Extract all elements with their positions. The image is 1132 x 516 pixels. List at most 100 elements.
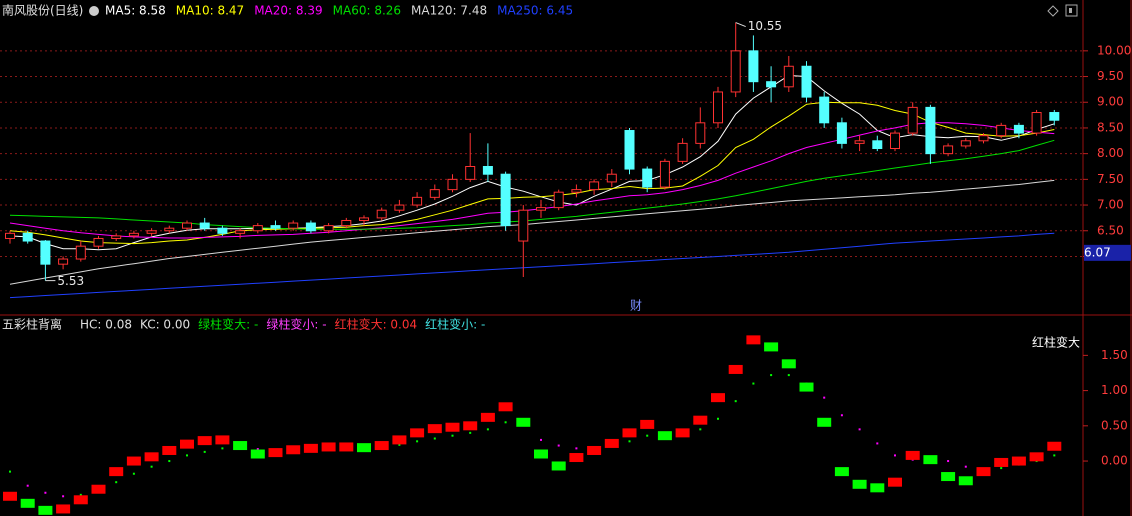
color-bar xyxy=(958,476,973,486)
candle-body xyxy=(40,240,51,265)
color-bar xyxy=(73,495,88,505)
candle-body xyxy=(783,65,794,88)
candle-body xyxy=(907,106,918,134)
candle-body xyxy=(376,209,387,219)
legend-entry: MA10: 8.47 xyxy=(176,4,244,18)
color-bar xyxy=(215,435,230,445)
candle-body xyxy=(75,245,86,260)
color-bar xyxy=(268,448,283,458)
candle-body xyxy=(836,122,847,144)
candle-body xyxy=(235,230,246,234)
candle-body xyxy=(730,50,741,93)
color-bar xyxy=(604,438,619,448)
candle-body xyxy=(447,178,458,191)
color-bar xyxy=(357,443,371,453)
signal-dot xyxy=(486,428,489,431)
signal-dot xyxy=(628,440,631,443)
y-tick-label: 9.50 xyxy=(1097,69,1124,83)
color-bar xyxy=(870,483,885,493)
signal-dot xyxy=(26,484,29,487)
color-bar xyxy=(534,449,548,459)
y-tick-label: 0.00 xyxy=(1101,454,1128,468)
signal-dot xyxy=(1053,454,1056,457)
candle-body xyxy=(22,232,33,242)
candle-body xyxy=(1013,124,1024,134)
signal-dot xyxy=(79,493,82,496)
signal-dot xyxy=(540,438,542,441)
signal-dot xyxy=(699,428,702,431)
signal-dot xyxy=(132,472,135,475)
color-bar xyxy=(339,442,354,452)
signal-dot xyxy=(752,382,755,385)
candle-body xyxy=(164,227,175,232)
window-button[interactable] xyxy=(1065,4,1078,17)
candle-body xyxy=(93,237,104,247)
signal-dot xyxy=(256,448,259,451)
signal-dot xyxy=(876,442,879,445)
diamond-icon[interactable] xyxy=(1047,5,1059,17)
candle-body xyxy=(695,122,706,144)
candle-body xyxy=(182,222,192,229)
ma-line xyxy=(9,101,1055,245)
high-label: 10.55 xyxy=(748,19,782,33)
candle-body xyxy=(518,209,529,242)
legend-entry: 红柱变大: 0.04 xyxy=(335,317,418,332)
candle-body xyxy=(553,191,564,209)
signal-dot xyxy=(221,447,224,450)
candle-body xyxy=(465,166,476,180)
signal-dot xyxy=(398,443,401,446)
ma-line xyxy=(9,179,1055,285)
color-bar xyxy=(303,443,318,453)
event-marker: 财 xyxy=(630,299,642,313)
signal-dot xyxy=(469,431,472,434)
candle-body xyxy=(323,225,334,232)
dropdown-icon xyxy=(89,6,99,16)
color-bar xyxy=(711,393,725,403)
candle-body xyxy=(960,140,971,147)
signal-dot xyxy=(787,374,790,377)
candle-body xyxy=(642,168,653,188)
signal-dot xyxy=(504,421,507,424)
color-bar xyxy=(976,467,991,477)
ma-line xyxy=(9,74,1055,251)
signal-dot xyxy=(840,414,843,417)
candle-body xyxy=(589,181,600,191)
color-bar xyxy=(905,450,920,460)
color-bar xyxy=(923,455,938,465)
color-bar xyxy=(764,342,779,352)
y-tick-label: 7.50 xyxy=(1097,172,1124,186)
color-bar xyxy=(180,439,194,449)
color-bar xyxy=(622,428,637,438)
candle-body xyxy=(482,166,493,175)
y-tick-label: 9.00 xyxy=(1097,95,1124,109)
legend-entry: MA60: 8.26 xyxy=(333,4,401,18)
legend-entry: 绿柱变大: - xyxy=(198,317,258,332)
color-bar xyxy=(233,441,248,451)
color-bar xyxy=(109,467,124,477)
signal-dot xyxy=(734,400,737,403)
candle-body xyxy=(659,160,670,188)
signal-dot xyxy=(557,444,560,447)
color-bar xyxy=(480,412,495,422)
color-bar xyxy=(675,428,690,438)
signal-dot xyxy=(646,434,649,437)
color-bar xyxy=(250,449,265,459)
candle-body xyxy=(606,173,617,183)
color-bar xyxy=(817,417,832,427)
color-bar xyxy=(693,415,708,425)
candle-body xyxy=(571,189,582,193)
window-button-bar xyxy=(1069,8,1072,13)
candle-body xyxy=(429,189,440,198)
color-bar xyxy=(640,419,655,429)
y-tick-label: 1.50 xyxy=(1101,348,1128,362)
color-bar xyxy=(852,479,867,489)
candle-body xyxy=(536,207,546,211)
y-tick-label: 6.50 xyxy=(1097,223,1124,237)
color-bar xyxy=(657,431,672,441)
y-tick-label: 1.00 xyxy=(1101,383,1128,397)
candle-body xyxy=(624,130,635,170)
candle-body xyxy=(1031,112,1042,134)
candle-body xyxy=(146,230,157,234)
signal-dot xyxy=(433,437,436,440)
